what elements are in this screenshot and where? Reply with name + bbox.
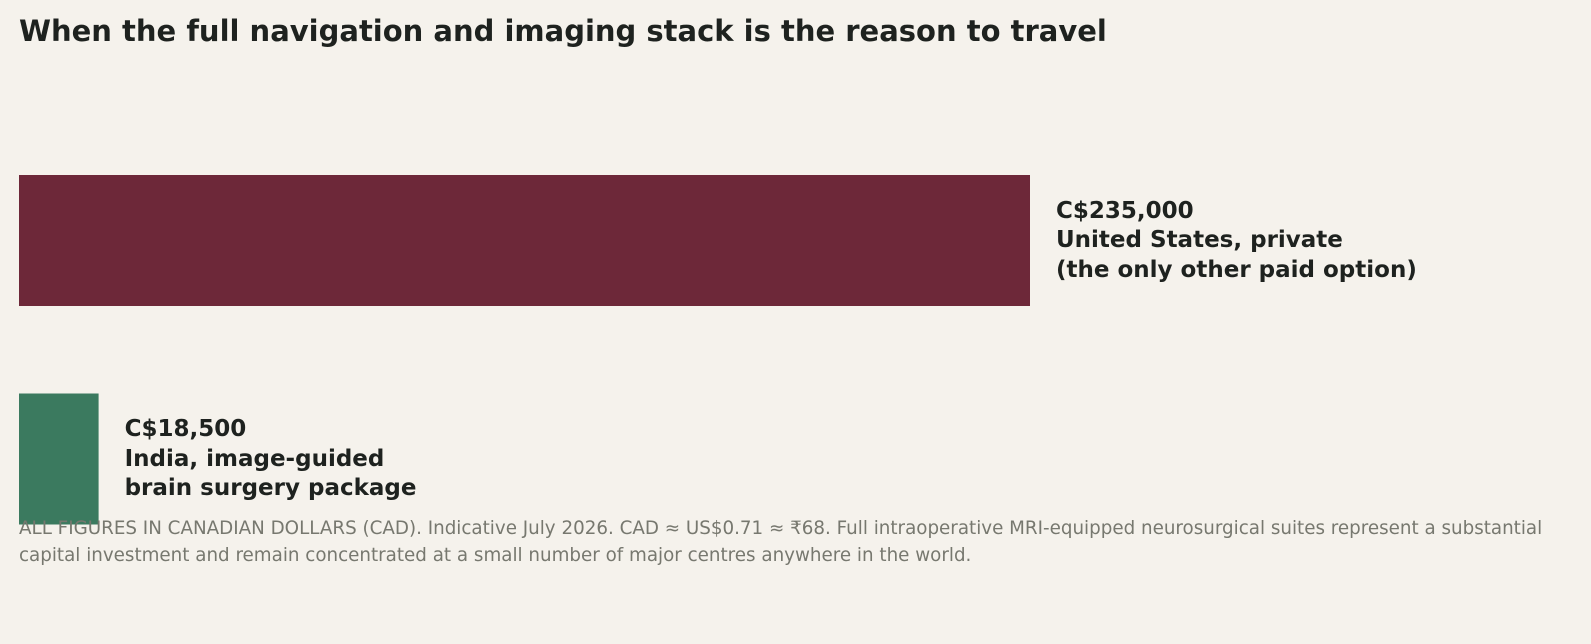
bar [19,393,99,525]
bar-label: C$235,000 United States, private (the onl… [1056,196,1417,285]
category-label: India, image-guided brain surgery packag… [124,445,417,501]
chart-title: When the full navigation and imaging sta… [19,14,1107,48]
value-label: C$18,500 [124,415,247,442]
bar [19,175,1030,306]
bar-label: C$18,500 India, image-guided brain surger… [125,415,417,504]
value-label: C$235,000 [1056,197,1194,224]
footnote: ALL FIGURES IN CANADIAN DOLLARS (CAD). I… [19,518,1543,566]
category-label: United States, private (the only other p… [1056,226,1417,283]
